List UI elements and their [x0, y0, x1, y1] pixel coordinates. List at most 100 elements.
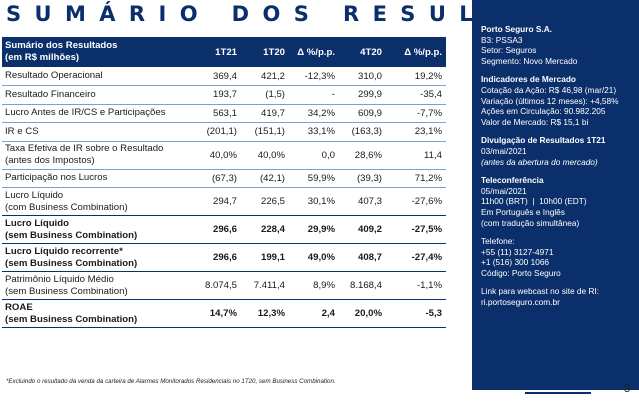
footnote: *Excluindo o resultado da venda da carte…	[6, 378, 336, 385]
webcast-label: Link para webcast no site de RI:	[481, 286, 600, 297]
market-title: Indicadores de Mercado	[481, 74, 576, 85]
value-1t20: 419,7	[241, 104, 289, 123]
market-line: Ações em Circulação: 90.982.205	[481, 106, 606, 117]
value-1t20: (1,5)	[241, 85, 289, 105]
market-line: Cotação da Ação: R$ 46,98 (mar/21)	[481, 84, 617, 95]
segment: Segmento: Novo Mercado	[481, 55, 578, 66]
value-delta-2: -27,6%	[386, 187, 446, 216]
row-label: Resultado Operacional	[2, 67, 198, 86]
value-1t21: (201,1)	[198, 122, 241, 142]
value-4t20: 409,2	[339, 215, 386, 244]
value-delta-1: 2,4	[289, 299, 339, 328]
value-1t21: 296,6	[198, 215, 241, 244]
release-title: Divulgação de Resultados 1T21	[481, 135, 606, 146]
company-name: Porto Seguro S.A.	[481, 24, 552, 34]
value-delta-2: 23,1%	[386, 122, 446, 142]
table-row: Taxa Efetiva de IR sobre o Resultado (ant…	[2, 141, 446, 170]
access-code: Código: Porto Seguro	[481, 267, 561, 278]
value-delta-1: 8,9%	[289, 271, 339, 300]
conference-date: 05/mai/2021	[481, 185, 527, 196]
value-1t20: 199,1	[241, 243, 289, 272]
row-label: Lucro Líquido recorrente* (sem Business C…	[2, 243, 198, 272]
table-header-label: Sumário dos Resultados (em R$ milhões)	[2, 37, 198, 67]
value-delta-1: 0,0	[289, 141, 339, 170]
value-delta-1: 49,0%	[289, 243, 339, 272]
webcast-link[interactable]: ri.portoseguro.com.br	[481, 297, 560, 308]
table-row: Lucro Antes de IR/CS e Participações 563,…	[2, 104, 446, 123]
value-1t20: 40,0%	[241, 141, 289, 170]
value-1t20: 7.411,4	[241, 271, 289, 300]
col-header-1t20: 1T20	[241, 37, 289, 67]
value-delta-2: -1,1%	[386, 271, 446, 300]
value-1t20: 421,2	[241, 67, 289, 86]
table-row: Lucro Líquido (sem Business Combination) 2…	[2, 215, 446, 244]
value-1t21: 296,6	[198, 243, 241, 272]
value-1t20: 228,4	[241, 215, 289, 244]
conference-language: Em Português e Inglês	[481, 206, 565, 217]
market-line: Valor de Mercado: R$ 15,1 bi	[481, 116, 589, 127]
release-note: (antes da abertura do mercado)	[481, 156, 598, 167]
table-row: Resultado Financeiro 193,7 (1,5) -299,9 -35,…	[2, 85, 446, 105]
col-header-1t21: 1T21	[198, 37, 241, 67]
value-4t20: (163,3)	[339, 122, 386, 142]
value-delta-2: -27,5%	[386, 215, 446, 244]
row-label: Lucro Líquido (sem Business Combination)	[2, 215, 198, 244]
row-label: Lucro Antes de IR/CS e Participações	[2, 104, 198, 123]
value-4t20: 408,7	[339, 243, 386, 272]
value-1t21: 563,1	[198, 104, 241, 123]
table-row: IR e CS (201,1) (151,1) 33,1% (163,3) 23,1%	[2, 122, 446, 142]
value-1t20: (151,1)	[241, 122, 289, 142]
value-1t20: 226,5	[241, 187, 289, 216]
ticker: B3: PSSA3	[481, 34, 523, 45]
row-label: Lucro Líquido (com Business Combination)	[2, 187, 198, 216]
page-divider	[525, 392, 591, 394]
value-1t21: 8.074,5	[198, 271, 241, 300]
col-header-delta-1: Δ %/p.p.	[289, 37, 339, 67]
value-1t21: 294,7	[198, 187, 241, 216]
value-1t21: 14,7%	[198, 299, 241, 328]
value-delta-2: -7,7%	[386, 104, 446, 123]
value-4t20: (39,3)	[339, 169, 386, 188]
value-4t20: 20,0%	[339, 299, 386, 328]
value-1t21: 40,0%	[198, 141, 241, 170]
conference-translation: (com tradução simultânea)	[481, 217, 580, 228]
row-label: Participação nos Lucros	[2, 169, 198, 188]
market-line: Variação (últimos 12 meses): +4,58%	[481, 95, 619, 106]
value-1t20: 12,3%	[241, 299, 289, 328]
phone-number: +55 (11) 3127-4971	[481, 246, 554, 257]
value-delta-1: 34,2%	[289, 104, 339, 123]
col-header-4t20: 4T20	[339, 37, 386, 67]
value-delta-2: -5,3	[386, 299, 446, 328]
row-label: IR e CS	[2, 122, 198, 142]
table-row: Patrimônio Líquido Médio (sem Business Co…	[2, 271, 446, 300]
table-row: Participação nos Lucros (67,3) (42,1) 59,9%…	[2, 169, 446, 188]
phone-title: Telefone:	[481, 236, 515, 247]
row-label: ROAE (sem Business Combination)	[2, 299, 198, 328]
value-delta-2: -27,4%	[386, 243, 446, 272]
release-date: 03/mai/2021	[481, 145, 527, 156]
value-delta-2: 71,2%	[386, 169, 446, 188]
row-label: Patrimônio Líquido Médio (sem Business Co…	[2, 271, 198, 300]
conference-time: 11h00 (BRT) | 10h00 (EDT)	[481, 196, 587, 207]
phone-number: +1 (516) 300 1066	[481, 257, 550, 268]
table-row: Lucro Líquido recorrente* (sem Business C…	[2, 243, 446, 272]
value-4t20: 28,6%	[339, 141, 386, 170]
value-delta-2: 19,2%	[386, 67, 446, 86]
value-delta-1: 59,9%	[289, 169, 339, 188]
table-header-row: Sumário dos Resultados (em R$ milhões) 1…	[2, 37, 446, 67]
row-label: Resultado Financeiro	[2, 85, 198, 105]
value-4t20: 299,9	[339, 85, 386, 105]
page-number: 3	[624, 383, 631, 395]
value-delta-1: -12,3%	[289, 67, 339, 86]
value-4t20: 609,9	[339, 104, 386, 123]
value-delta-1: 30,1%	[289, 187, 339, 216]
value-1t20: (42,1)	[241, 169, 289, 188]
value-4t20: 407,3	[339, 187, 386, 216]
col-header-delta-2: Δ %/p.p.	[386, 37, 446, 67]
value-1t21: 369,4	[198, 67, 241, 86]
table-row: Resultado Operacional 369,4 421,2 -12,3% 310…	[2, 67, 446, 86]
value-delta-1: 29,9%	[289, 215, 339, 244]
value-delta-2: -35,4	[386, 85, 446, 105]
value-4t20: 8.168,4	[339, 271, 386, 300]
value-delta-1: -	[289, 85, 339, 105]
